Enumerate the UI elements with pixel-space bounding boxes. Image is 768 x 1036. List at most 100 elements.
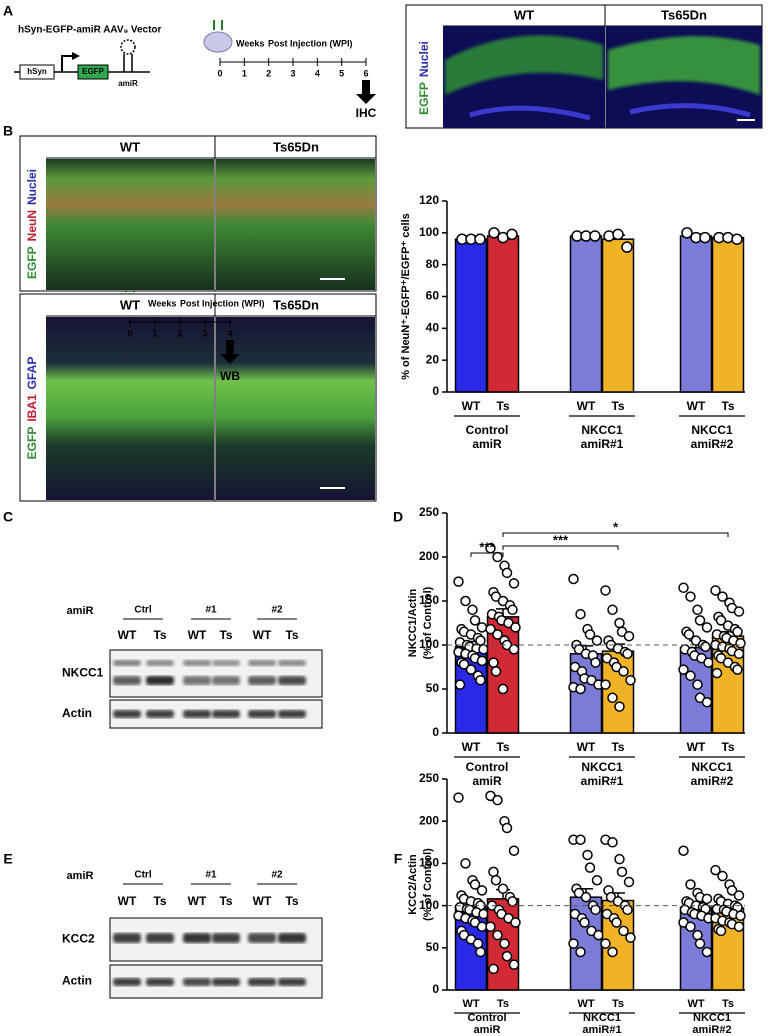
data-point: [589, 230, 601, 242]
data-point: [623, 876, 635, 888]
blot-label: KCC2: [62, 932, 95, 946]
data-point: [485, 623, 496, 635]
data-point: [699, 231, 711, 244]
data-point: [715, 925, 727, 937]
bar: [679, 235, 713, 393]
x-tick-label: Ts: [496, 740, 509, 754]
timeline-tick-label: 4: [227, 328, 232, 338]
data-point: [508, 578, 520, 589]
y-tick-label: 250: [419, 771, 439, 785]
band: [212, 978, 240, 986]
image-column: Ts65Dn: [273, 297, 319, 312]
y-axis-label: KCC2/Actin: [407, 854, 419, 915]
x-tick-label: WT: [462, 998, 479, 1010]
data-point: [478, 644, 489, 655]
x-tick-label: Ts: [611, 399, 624, 413]
x-tick-label: Ts: [721, 740, 734, 754]
data-point: [460, 595, 471, 607]
data-point: [701, 622, 713, 633]
data-point: [625, 674, 636, 686]
data-point: [458, 659, 470, 670]
data-point: [508, 845, 520, 856]
lane-label: WT: [188, 628, 207, 642]
group-label: amiR#2: [692, 1024, 731, 1036]
group-label: amiR: [474, 1024, 501, 1036]
data-point: [472, 938, 484, 949]
data-point: [507, 604, 518, 616]
band: [248, 676, 276, 685]
band: [146, 978, 174, 986]
data-point: [731, 233, 743, 245]
group-label: Ctrl: [134, 870, 151, 881]
data-point: [735, 637, 746, 649]
data-point: [678, 664, 689, 675]
x-tick-label: Ts: [496, 399, 509, 413]
data-point: [685, 879, 696, 890]
bar: [486, 235, 520, 393]
lane-label: Ts: [153, 894, 166, 908]
panel-label: D: [393, 509, 403, 525]
band: [248, 660, 276, 666]
hairpin-loop: [120, 39, 136, 55]
stain-name: IBA1: [25, 394, 39, 422]
data-point: [733, 890, 745, 901]
stain-name: Nuclei: [417, 41, 431, 77]
data-point: [579, 917, 590, 928]
band: [113, 710, 141, 718]
timeline-title: Post Injection (WPI): [268, 38, 353, 48]
significance-bracket: [470, 552, 504, 557]
band: [183, 978, 211, 986]
data-point: [614, 701, 625, 712]
bar: [569, 235, 603, 393]
image-column: WT: [120, 139, 140, 154]
y-tick-label: 200: [419, 813, 439, 827]
data-point: [508, 644, 520, 655]
data-point: [600, 679, 611, 690]
data-point: [717, 591, 728, 602]
band: [146, 660, 174, 666]
band: [146, 933, 174, 943]
group-label: #1: [205, 605, 217, 616]
data-point: [590, 657, 601, 668]
lane-label: Ts: [285, 894, 298, 908]
data-point: [717, 870, 728, 882]
band: [248, 978, 276, 986]
y-tick-label: 200: [419, 549, 439, 563]
row-label: amiR: [67, 605, 94, 617]
y-tick-label: 0: [432, 982, 439, 996]
reporter-label: EGFP: [82, 67, 104, 76]
data-point: [575, 834, 586, 846]
data-point: [465, 664, 477, 675]
lane-label: WT: [118, 628, 137, 642]
timeline-tick-label: 3: [202, 328, 207, 338]
data-point: [488, 227, 500, 239]
arrow-head: [72, 52, 80, 60]
data-point: [476, 655, 488, 667]
data-point: [678, 582, 689, 594]
panel-label: A: [3, 3, 13, 19]
x-tick-label: WT: [462, 740, 481, 754]
lane-label: WT: [253, 894, 272, 908]
data-point: [726, 885, 738, 896]
data-point: [460, 858, 471, 869]
band: [183, 676, 211, 685]
band: [248, 933, 276, 943]
y-axis-label: (% of Control): [422, 848, 434, 921]
data-point: [453, 576, 464, 587]
bar: [454, 238, 488, 393]
band: [248, 710, 276, 718]
data-point: [492, 629, 503, 640]
data-point: [618, 666, 629, 677]
band: [183, 933, 211, 943]
data-point: [692, 929, 703, 941]
stain-label: EGFP NeuN Nuclei: [25, 169, 39, 279]
band: [113, 978, 141, 986]
data-point: [701, 946, 713, 958]
timeline-tick-label: 4: [315, 68, 320, 78]
vector-diagram: [14, 39, 150, 80]
data-point: [685, 591, 696, 602]
endpoint-label: WB: [220, 369, 240, 383]
data-point: [469, 879, 481, 890]
timeline-tick-label: 1: [152, 328, 157, 338]
data-point: [701, 893, 713, 905]
